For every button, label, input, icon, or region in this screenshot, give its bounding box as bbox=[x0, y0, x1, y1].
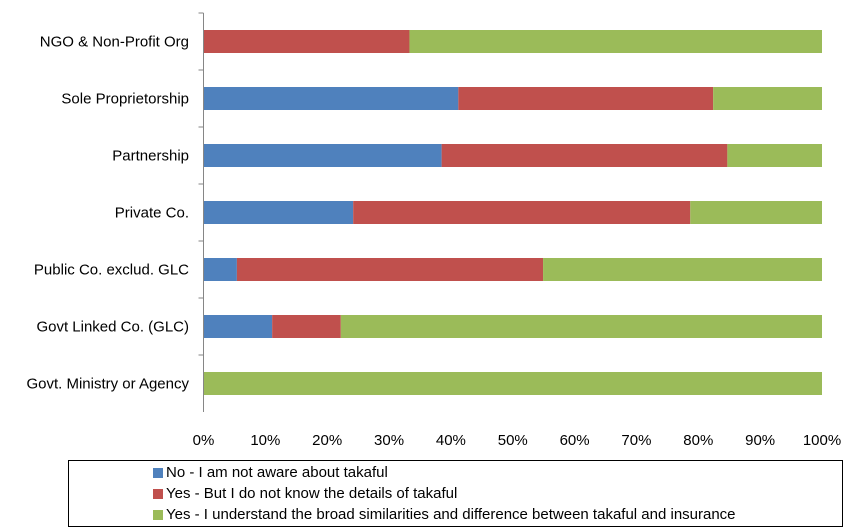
category-label: Govt. Ministry or Agency bbox=[26, 376, 189, 393]
bar-segment-5-series-2 bbox=[236, 258, 544, 281]
bar-segment-2-series-1 bbox=[203, 87, 459, 110]
x-tick-label: 80% bbox=[683, 432, 713, 449]
bar-segment-7-series-3 bbox=[203, 372, 822, 395]
x-tick-label: 60% bbox=[560, 432, 590, 449]
bar-segment-2-series-3 bbox=[713, 87, 822, 110]
legend-item: Yes - I understand the broad similaritie… bbox=[153, 506, 736, 524]
x-tick-label: 40% bbox=[436, 432, 466, 449]
x-tick-label: 20% bbox=[312, 432, 342, 449]
legend-label: No - I am not aware about takaful bbox=[166, 464, 388, 481]
bar-segment-3-series-3 bbox=[727, 144, 822, 167]
x-tick-label: 50% bbox=[498, 432, 528, 449]
chart: NGO & Non-Profit Org Sole Proprietorship P… bbox=[26, 12, 842, 449]
bar-segment-5-series-1 bbox=[203, 258, 237, 281]
bar-segment-6-series-1 bbox=[203, 315, 273, 338]
bar-segment-1-series-3 bbox=[409, 30, 822, 53]
bar-segment-4-series-3 bbox=[690, 201, 822, 224]
bar-segment-1-series-2 bbox=[203, 30, 410, 53]
category-label: NGO & Non-Profit Org bbox=[40, 34, 189, 51]
category-label: Govt Linked Co. (GLC) bbox=[36, 319, 189, 336]
x-tick-label: 10% bbox=[250, 432, 280, 449]
category-label: Public Co. exclud. GLC bbox=[34, 262, 189, 279]
bar-segment-5-series-3 bbox=[543, 258, 822, 281]
x-tick-label: 30% bbox=[374, 432, 404, 449]
bar-segment-3-series-2 bbox=[441, 144, 728, 167]
bar-segment-4-series-2 bbox=[353, 201, 691, 224]
bar-segment-4-series-1 bbox=[203, 201, 354, 224]
legend: No - I am not aware about takaful Yes - B… bbox=[68, 460, 843, 527]
x-axis-ticks: 0% 10% 20% 30% 40% 50% 60% 70% 80% 90% 100% bbox=[193, 432, 842, 449]
x-tick-label: 100% bbox=[803, 432, 841, 449]
legend-item: No - I am not aware about takaful bbox=[153, 464, 388, 482]
legend-swatch bbox=[153, 468, 163, 478]
legend-swatch bbox=[153, 489, 163, 499]
category-label: Sole Proprietorship bbox=[61, 91, 189, 108]
x-tick-label: 70% bbox=[621, 432, 651, 449]
bars-group bbox=[203, 30, 822, 395]
bar-segment-6-series-3 bbox=[340, 315, 822, 338]
bar-segment-6-series-2 bbox=[272, 315, 341, 338]
legend-item: Yes - But I do not know the details of t… bbox=[153, 485, 457, 503]
bar-segment-3-series-1 bbox=[203, 144, 442, 167]
x-tick-label: 90% bbox=[745, 432, 775, 449]
category-labels: NGO & Non-Profit Org Sole Proprietorship P… bbox=[26, 12, 204, 393]
category-label: Private Co. bbox=[115, 205, 189, 222]
bar-segment-2-series-2 bbox=[458, 87, 714, 110]
legend-label: Yes - But I do not know the details of t… bbox=[166, 485, 458, 502]
legend-label: Yes - I understand the broad similaritie… bbox=[166, 506, 736, 523]
category-label: Partnership bbox=[112, 148, 189, 165]
x-tick-label: 0% bbox=[193, 432, 215, 449]
legend-swatch bbox=[153, 510, 163, 520]
